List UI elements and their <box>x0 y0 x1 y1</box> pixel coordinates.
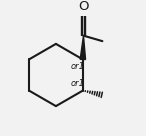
Polygon shape <box>80 36 86 60</box>
Text: O: O <box>78 0 89 13</box>
Text: or1: or1 <box>71 62 85 72</box>
Text: or1: or1 <box>71 79 85 88</box>
